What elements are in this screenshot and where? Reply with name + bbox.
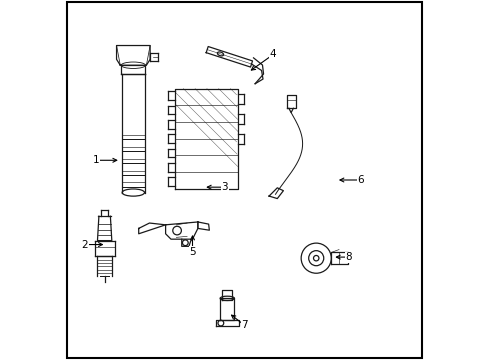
Text: 5: 5 [189, 247, 195, 257]
Text: 3: 3 [221, 182, 227, 192]
Text: 8: 8 [345, 252, 351, 262]
Ellipse shape [220, 296, 234, 301]
Circle shape [301, 243, 330, 273]
Ellipse shape [122, 189, 144, 196]
Text: 1: 1 [92, 155, 99, 165]
Text: 4: 4 [269, 49, 276, 59]
Text: 6: 6 [357, 175, 364, 185]
Text: 2: 2 [81, 239, 88, 249]
Text: 7: 7 [241, 320, 247, 330]
